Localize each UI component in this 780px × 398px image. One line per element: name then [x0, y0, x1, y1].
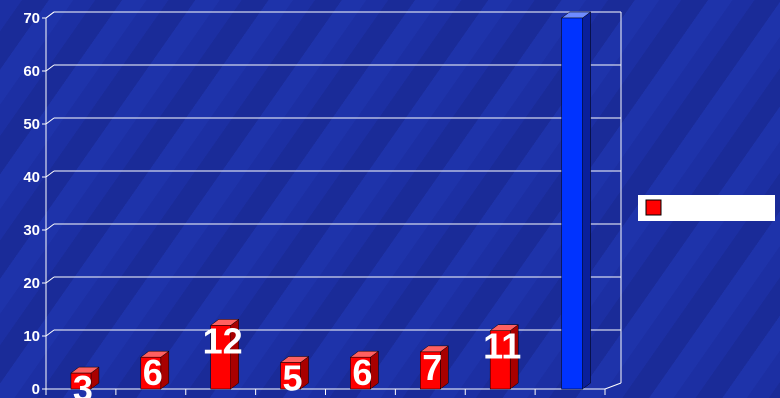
bar: [349, 350, 380, 390]
y-tick-label: 60: [23, 63, 40, 80]
bar: [279, 356, 310, 390]
y-axis-top-edge: [45, 11, 55, 19]
bar: [489, 324, 519, 390]
bar: [560, 11, 592, 390]
bar-side: [582, 11, 591, 390]
gridline-side: [45, 64, 55, 72]
gridline-side: [45, 276, 55, 284]
y-tick-label: 0: [32, 381, 40, 398]
data-label: 6: [143, 352, 163, 393]
legend-label-trattati: TRATTATI: [667, 201, 742, 218]
bar: [209, 318, 240, 390]
y-tick-label: 10: [23, 328, 40, 345]
y-tick-label: 70: [23, 10, 40, 27]
gridlines: [45, 11, 622, 383]
bar-front: [561, 17, 583, 390]
floor-right-edge: [604, 382, 622, 390]
gridline-side: [45, 170, 55, 178]
bar-front: [280, 362, 301, 390]
bar-front: [210, 325, 231, 390]
data-labels: 3 6 12 5 6 7 11: [73, 320, 521, 398]
y-tick-label: 20: [23, 275, 40, 292]
data-label: 5: [283, 358, 303, 398]
bar-front: [420, 351, 441, 390]
gridline-side: [45, 329, 55, 337]
bar-front: [140, 356, 162, 390]
data-label: 11: [483, 326, 521, 367]
y-tick-label: 50: [23, 116, 40, 133]
y-tick-label: 40: [23, 169, 40, 186]
bar: [70, 366, 100, 390]
legend-swatch-trattati: [645, 199, 662, 216]
data-label: 3: [73, 368, 93, 398]
bar: [419, 345, 450, 390]
legend: TRATTATI: [638, 195, 775, 221]
axes: 0 10 20 30 40 50 60 70: [23, 10, 622, 398]
bars: [70, 11, 592, 390]
y-tick-label: 30: [23, 222, 40, 239]
gridline-side: [45, 117, 55, 125]
bar-front: [350, 356, 371, 390]
bar-front: [489, 330, 511, 390]
bar: [140, 350, 170, 390]
bar-front: [70, 372, 92, 390]
data-label: 7: [422, 347, 442, 388]
data-label: 12: [203, 320, 243, 361]
gridline-side: [45, 223, 55, 231]
data-label: 6: [352, 352, 372, 393]
